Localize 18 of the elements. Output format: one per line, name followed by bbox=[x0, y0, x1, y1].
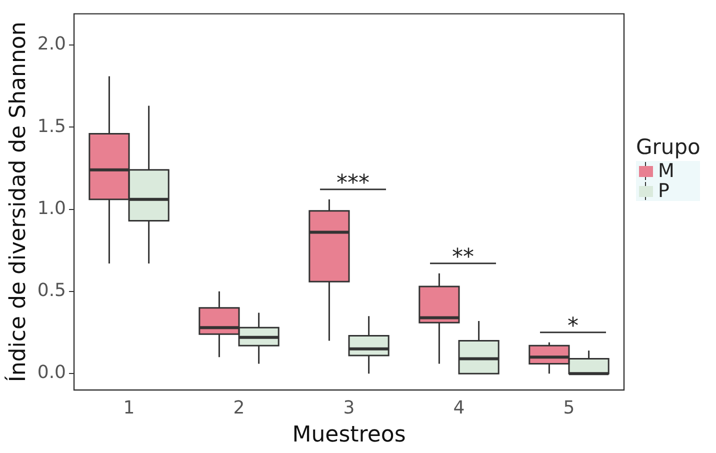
annotation: * bbox=[568, 314, 579, 340]
x-tick-label: 3 bbox=[343, 397, 355, 418]
x-tick-label: 4 bbox=[453, 397, 465, 418]
legend-label: P bbox=[658, 180, 670, 202]
legend-label: M bbox=[658, 160, 674, 182]
x-tick-label: 1 bbox=[123, 397, 135, 418]
y-tick-label: 2.0 bbox=[37, 34, 66, 55]
y-tick-label: 1.5 bbox=[37, 116, 66, 137]
x-tick-label: 5 bbox=[563, 397, 575, 418]
annotation: *** bbox=[336, 171, 370, 196]
y-axis-title: Índice de diversidad de Shannon bbox=[4, 22, 31, 382]
x-axis-title: Muestreos bbox=[292, 422, 406, 448]
annotation: ** bbox=[452, 245, 474, 270]
x-tick-label: 2 bbox=[233, 397, 245, 418]
y-tick-label: 0.0 bbox=[37, 362, 66, 384]
y-tick-label: 1.0 bbox=[37, 198, 66, 219]
legend-title: Grupo bbox=[636, 135, 700, 159]
y-tick-label: 0.5 bbox=[37, 280, 66, 302]
